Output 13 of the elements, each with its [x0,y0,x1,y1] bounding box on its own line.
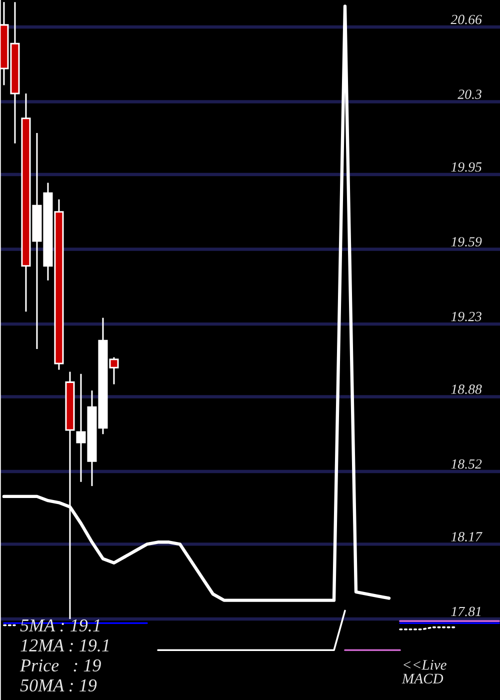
y-tick-label: 20.3 [458,90,482,100]
y-tick-label: 19.95 [451,162,482,172]
y-tick-label: 19.59 [451,237,482,246]
annotation: <<Live MACD [402,660,446,684]
y-tick-label: 17.81 [451,606,480,616]
y-tick-label: 18.88 [451,384,482,394]
annotation: 50MA : 19 [20,679,97,692]
annotation: 12MA : 19.1 [20,639,109,652]
y-tick-label: 18.52 [451,459,482,469]
y-tick-label: 19.23 [451,312,482,322]
y-tick-label: 18.17 [451,532,482,542]
y-tick-label: 20.66 [450,14,482,24]
annotation: Price : 19 [20,659,101,672]
